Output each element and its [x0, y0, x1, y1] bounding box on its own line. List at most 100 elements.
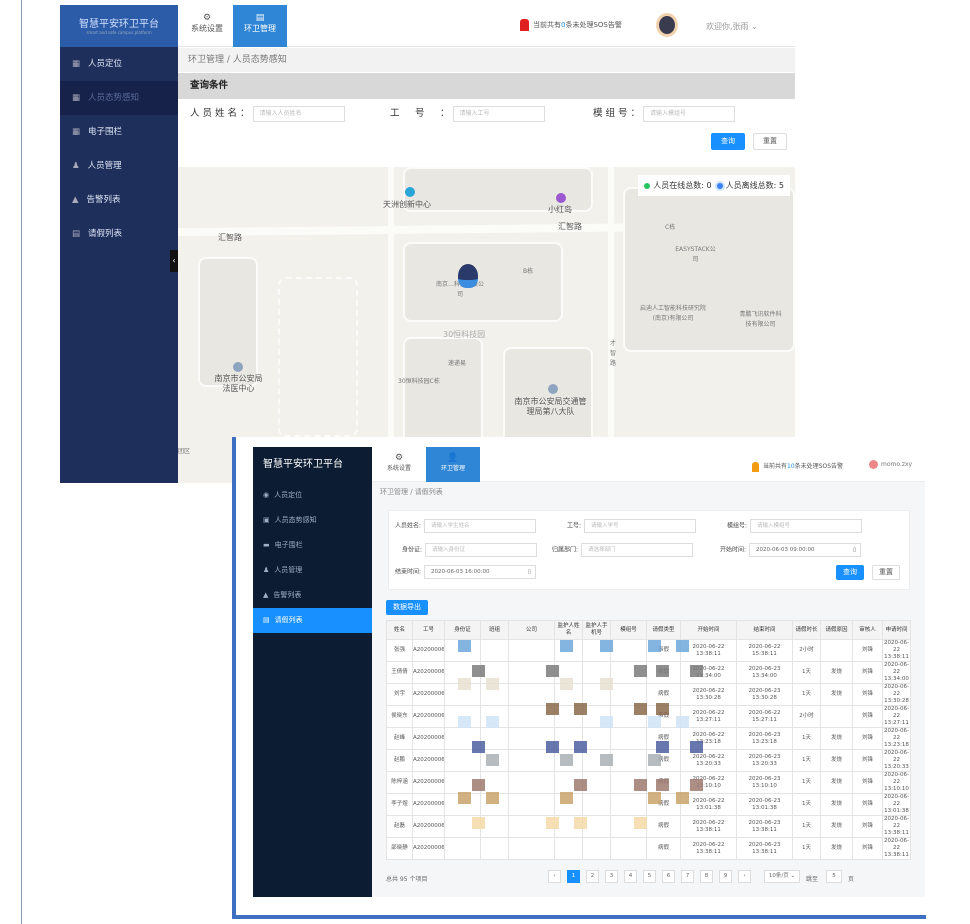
- tab-sanitation-management[interactable]: 👤 环卫管理: [426, 447, 480, 482]
- page-button[interactable]: 9: [719, 870, 732, 883]
- collapse-sidebar-button[interactable]: ‹: [170, 250, 178, 272]
- table-cell: 2020-06-23 13:34:00: [736, 661, 793, 684]
- tab-system-settings[interactable]: ⚙ 系统设置: [180, 5, 234, 47]
- sidebar-item[interactable]: ♟ 人员管理: [253, 558, 372, 583]
- next-page-button[interactable]: ›: [738, 870, 751, 883]
- logo-title: 智慧平安环卫平台: [263, 459, 343, 470]
- dept-select[interactable]: 请选择部门: [581, 543, 694, 557]
- column-header[interactable]: 结束时间: [736, 620, 793, 640]
- page-button[interactable]: 8: [700, 870, 713, 883]
- table-cell: 侯晓东: [386, 705, 413, 728]
- column-header[interactable]: 监护人姓名: [554, 620, 583, 640]
- prev-page-button[interactable]: ‹: [548, 870, 561, 883]
- query-button[interactable]: 查询: [711, 133, 745, 150]
- column-header[interactable]: 监护人手机号: [582, 620, 611, 640]
- column-header[interactable]: 公司: [508, 620, 555, 640]
- start-time-picker[interactable]: 2020-06-03 09:00:00 ▯: [749, 543, 862, 557]
- mosaic-block: [600, 640, 613, 652]
- column-header[interactable]: 请假类型: [646, 620, 681, 640]
- id-input[interactable]: 请输入学号: [584, 519, 697, 533]
- user-menu[interactable]: momo.zxy: [869, 460, 912, 469]
- page-button[interactable]: 6: [662, 870, 675, 883]
- column-header[interactable]: 开始时间: [680, 620, 737, 640]
- column-header[interactable]: 班组: [480, 620, 509, 640]
- mosaic-block: [676, 716, 689, 728]
- column-header[interactable]: 工号: [412, 620, 445, 640]
- table-cell: 2020-06-22 13:23:18: [882, 727, 911, 750]
- avatar[interactable]: [656, 13, 678, 37]
- goto-page-input[interactable]: 5: [826, 870, 842, 883]
- sidebar-item[interactable]: ▤ 请假列表: [60, 217, 178, 251]
- sos-alert[interactable]: 当前共有0条未处理SOS告警: [520, 19, 622, 31]
- sidebar-item[interactable]: ▤ 请假列表: [253, 608, 372, 633]
- module-label: 模组号:: [727, 522, 748, 530]
- user-menu[interactable]: 欢迎你,张雨 ⌄: [706, 21, 758, 32]
- table-row[interactable]: 邵晓静A2020000610病假2020-06-22 13:38:112020-…: [386, 837, 911, 860]
- reset-button[interactable]: 重置: [753, 133, 787, 150]
- table-row[interactable]: 陈梓涵A2020000607病假2020-06-22 13:10:102020-…: [386, 771, 911, 794]
- name-input[interactable]: 请输入学生姓名: [424, 519, 537, 533]
- reset-button[interactable]: 重置: [872, 565, 900, 580]
- page-button[interactable]: 1: [567, 870, 580, 883]
- table-row[interactable]: 赵峰A2020000605病假2020-06-22 13:23:182020-0…: [386, 727, 911, 750]
- query-form: 人员姓名: 请输入学生姓名 工号: 请输入学号 模组号: 请输入模组号 身份证: 请输入…: [388, 510, 910, 590]
- tab-system-settings[interactable]: ⚙ 系统设置: [372, 447, 426, 482]
- calendar-icon: ▯: [528, 569, 532, 575]
- export-button[interactable]: 数据导出: [386, 600, 428, 615]
- table-cell: A2020000602: [412, 661, 445, 684]
- column-header[interactable]: 请假原因: [820, 620, 853, 640]
- end-time-picker[interactable]: 2020-06-03 16:00:00 ▯: [424, 565, 537, 579]
- column-header[interactable]: 姓名: [386, 620, 413, 640]
- sidebar-item[interactable]: ◉ 人员定位: [253, 483, 372, 508]
- sidebar-item[interactable]: ▲ 告警列表: [253, 583, 372, 608]
- table-row[interactable]: 张强A2020000601事假2020-06-22 13:38:112020-0…: [386, 639, 911, 662]
- column-header[interactable]: 申请时间: [882, 620, 911, 640]
- column-header[interactable]: 模组号: [610, 620, 647, 640]
- grid-icon: ▦: [72, 127, 81, 137]
- page-button[interactable]: 3: [605, 870, 618, 883]
- page-button[interactable]: 5: [643, 870, 656, 883]
- sos-alert[interactable]: 当前共有10条未处理SOS告警: [752, 461, 843, 472]
- table-cell: 1天: [792, 771, 821, 794]
- mosaic-block: [458, 792, 471, 804]
- table-cell: A2020000609: [412, 815, 445, 838]
- name-field-group: 人员姓名： 请输入人员姓名: [190, 105, 345, 122]
- column-header[interactable]: 身份证: [444, 620, 481, 640]
- page-size-select[interactable]: 10条/页 ⌄: [764, 870, 800, 883]
- name-input[interactable]: 请输入人员姓名: [252, 105, 345, 122]
- mosaic-block: [574, 817, 587, 829]
- sidebar-item[interactable]: ♟ 人员管理: [60, 149, 178, 183]
- sidebar-item[interactable]: ▲ 告警列表: [60, 183, 178, 217]
- module-input[interactable]: 请输入模组号: [643, 105, 736, 122]
- mosaic-block: [486, 754, 499, 766]
- sidebar-item[interactable]: ▦ 电子围栏: [60, 115, 178, 149]
- person-marker-icon[interactable]: [458, 264, 478, 288]
- page-button[interactable]: 4: [624, 870, 637, 883]
- table-cell: 2020-06-23 13:23:18: [736, 727, 793, 750]
- sidebar-item[interactable]: ▦ 人员定位: [60, 47, 178, 81]
- id-input[interactable]: 请输入工号: [452, 105, 545, 122]
- column-header[interactable]: 审核人: [852, 620, 883, 640]
- table-row[interactable]: 刘宇A2020000603病假2020-06-22 13:30:282020-0…: [386, 683, 911, 706]
- module-input[interactable]: 请输入模组号: [750, 519, 863, 533]
- page-button[interactable]: 2: [586, 870, 599, 883]
- idcard-input[interactable]: 请输入身份证: [425, 543, 538, 557]
- page-button[interactable]: 7: [681, 870, 694, 883]
- mosaic-block: [690, 741, 703, 753]
- column-header[interactable]: 请假时长: [792, 620, 821, 640]
- idcard-field-group: 身份证: 请输入身份证: [402, 543, 538, 557]
- tab-sanitation-management[interactable]: ▤ 环卫管理: [233, 5, 287, 47]
- map[interactable]: 天洲创新中心 小红岛 汇智路 汇智路 EASYSTACK公司 南京…科技有限公司…: [178, 167, 795, 483]
- table-cell: 邵晓静: [386, 837, 413, 860]
- sidebar-item[interactable]: ▬ 电子围栏: [253, 533, 372, 558]
- table-row[interactable]: 赵磊A2020000609病假2020-06-22 13:38:112020-0…: [386, 815, 911, 838]
- offline-count: 5: [778, 181, 784, 190]
- sidebar-item[interactable]: ▦ 人员态势感知: [60, 81, 178, 115]
- table-cell: 刘锋: [852, 793, 883, 816]
- table-cell: 病假: [646, 837, 681, 860]
- sidebar-item-label: 人员管理: [87, 161, 122, 171]
- end-time-value: 2020-06-03 16:00:00: [431, 569, 490, 575]
- query-button[interactable]: 查询: [836, 565, 864, 580]
- table-cell: 2020-06-22 13:20:33: [680, 749, 737, 772]
- sidebar-item[interactable]: ▣ 人员态势感知: [253, 508, 372, 533]
